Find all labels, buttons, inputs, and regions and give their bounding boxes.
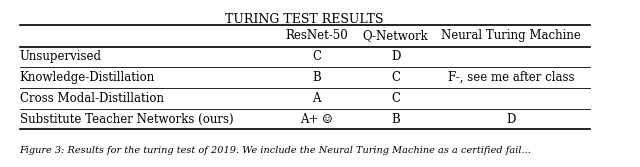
Text: B: B [391,113,400,126]
Text: D: D [391,50,400,63]
Text: Knowledge-Distillation: Knowledge-Distillation [20,71,155,84]
Text: Q-Network: Q-Network [363,29,428,42]
Text: A: A [312,92,321,105]
Text: Substitute Teacher Networks (ours): Substitute Teacher Networks (ours) [20,113,233,126]
Text: C: C [312,50,321,63]
Text: D: D [506,113,515,126]
Text: Figure 3: Results for the turing test of 2019. We include the Neural Turing Mach: Figure 3: Results for the turing test of… [20,146,531,155]
Text: Cross Modal-Distillation: Cross Modal-Distillation [20,92,164,105]
Text: C: C [391,92,400,105]
Text: A+ ☺: A+ ☺ [300,113,333,126]
Text: ResNet-50: ResNet-50 [285,29,348,42]
Text: Unsupervised: Unsupervised [20,50,102,63]
Text: B: B [312,71,321,84]
Text: F-, see me after class: F-, see me after class [447,71,574,84]
Text: Neural Turing Machine: Neural Turing Machine [441,29,580,42]
Text: C: C [391,71,400,84]
Text: TURING TEST RESULTS: TURING TEST RESULTS [225,13,384,26]
